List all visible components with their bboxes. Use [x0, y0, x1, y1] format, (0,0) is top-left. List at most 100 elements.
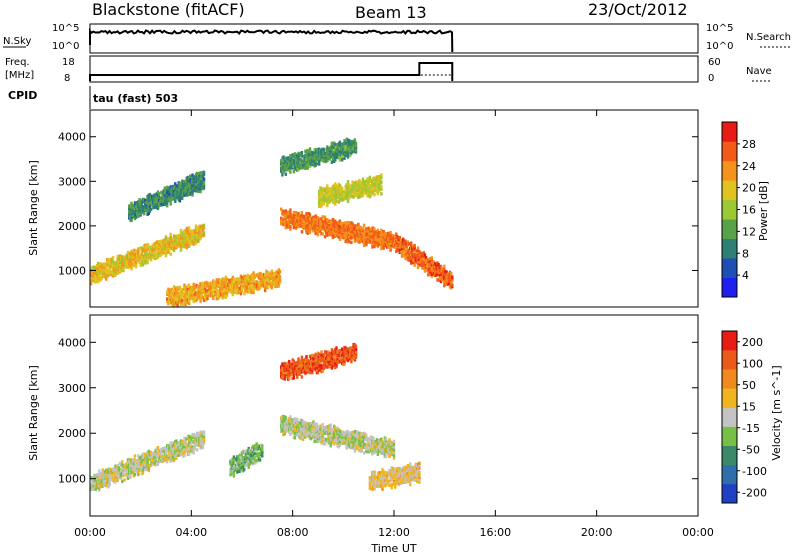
echo-cell-band-6 [435, 263, 438, 267]
echo-cell-band-1 [164, 193, 168, 197]
echo-cell-band-2 [266, 283, 269, 288]
echo-cell-band-4 [368, 175, 372, 180]
echo-cell-band-2 [278, 270, 282, 274]
echo-cell-band-5 [316, 216, 320, 220]
echo-cell-band-0 [99, 474, 102, 478]
echo-cell-band-0 [119, 476, 123, 480]
echo-cell-band-6 [443, 283, 446, 288]
echo-cell-band-0 [199, 446, 202, 450]
echo-cell-band-2 [270, 286, 274, 290]
echo-cell-band-0 [160, 239, 163, 243]
echo-cell-band-5 [362, 239, 366, 243]
echo-cell-band-6 [398, 236, 401, 240]
echo-cell-band-1 [186, 185, 190, 189]
echo-cell-band-0 [195, 235, 199, 239]
echo-cell-band-2 [186, 287, 190, 291]
echo-cell-band-0 [109, 468, 112, 472]
echo-cell-band-1 [256, 458, 259, 463]
echo-cell-band-2 [176, 303, 179, 307]
echo-cell-band-5 [362, 234, 366, 239]
echo-cell-band-6 [429, 272, 432, 276]
echo-cell-band-2 [222, 277, 225, 281]
echo-cell-band-3 [296, 417, 299, 422]
echo-cell-band-2 [351, 353, 354, 357]
echo-cell-band-0 [121, 460, 124, 464]
echo-cell-band-1 [200, 178, 203, 182]
echo-cell-band-0 [126, 263, 130, 268]
echo-cell-band-0 [98, 469, 101, 473]
echo-cell-band-6 [439, 264, 443, 269]
echo-cell-band-5 [281, 220, 284, 225]
echo-cell-band-2 [286, 361, 290, 365]
echo-cell-band-2 [314, 358, 317, 363]
freq-tick-low: 8 [64, 73, 70, 84]
echo-cell-band-5 [387, 231, 390, 236]
echo-cell-band-0 [172, 452, 176, 456]
echo-cell-band-0 [147, 244, 150, 248]
echo-cell-band-0 [123, 478, 126, 482]
echo-cell-band-5 [380, 228, 383, 233]
echo-cell-band-0 [139, 464, 142, 469]
echo-cell-band-0 [133, 454, 137, 458]
echo-cell-band-0 [105, 265, 108, 269]
echo-cell-band-0 [155, 240, 158, 244]
echo-cell-band-2 [341, 353, 344, 357]
echo-cell-band-2 [215, 280, 218, 285]
echo-cell-band-2 [296, 375, 299, 379]
echo-cell-band-2 [246, 273, 249, 278]
echo-cell-band-6 [402, 237, 405, 242]
echo-cell-band-0 [149, 455, 153, 459]
echo-cell-band-6 [413, 254, 416, 259]
echo-cell-band-3 [354, 148, 358, 152]
echo-cell-band-4 [324, 187, 328, 191]
echo-cell-band-6 [430, 256, 433, 260]
echo-cell-band-1 [156, 206, 160, 211]
echo-cell-band-6 [438, 273, 441, 277]
echo-cell-band-5 [308, 213, 312, 217]
echo-cell-band-4 [362, 180, 366, 185]
echo-cell-band-0 [166, 460, 169, 464]
echo-cell-band-2 [184, 302, 187, 307]
echo-cell-band-0 [140, 459, 144, 463]
echo-cell-band-6 [429, 256, 432, 261]
echo-cell-band-2 [311, 353, 314, 358]
echo-cell-band-0 [146, 258, 149, 262]
echo-cell-band-0 [147, 468, 150, 473]
echo-cell-band-2 [235, 279, 238, 284]
y-tick-label-1: 2000 [58, 220, 86, 233]
echo-cell-band-3 [298, 435, 301, 439]
echo-cell-band-0 [169, 441, 172, 445]
echo-cell-band-3 [334, 158, 337, 162]
echo-cell-band-0 [130, 470, 133, 475]
echo-cell-band-6 [422, 260, 425, 264]
echo-cell-band-2 [233, 285, 237, 289]
echo-cell-band-1 [253, 456, 256, 460]
echo-cell-band-5 [316, 227, 320, 231]
echo-cell-band-4 [356, 190, 359, 194]
echo-cell-band-0 [171, 441, 175, 445]
echo-cell-band-3 [347, 144, 351, 148]
echo-cell-band-5 [362, 243, 366, 247]
echo-cell-band-4 [376, 191, 380, 196]
echo-cell-band-0 [195, 448, 199, 452]
echo-cell-band-2 [273, 272, 276, 276]
echo-cell-band-3 [289, 415, 292, 419]
echo-cell-band-0 [172, 248, 176, 252]
echo-cell-band-6 [406, 255, 409, 259]
echo-cell-band-2 [316, 370, 320, 375]
echo-cell-band-1 [195, 179, 199, 183]
echo-cell-band-3 [338, 140, 342, 144]
echo-cell-band-0 [116, 269, 119, 274]
echo-cell-band-1 [202, 177, 206, 181]
echo-cell-band-3 [321, 422, 324, 427]
echo-cell-band-0 [130, 267, 133, 271]
echo-cell-band-2 [225, 277, 229, 282]
echo-cell-band-2 [212, 285, 215, 290]
echo-cell-band-1 [156, 195, 160, 200]
echo-cell-band-3 [284, 416, 287, 420]
echo-cell-band-0 [137, 454, 140, 458]
echo-cell-band-3 [301, 420, 305, 424]
echo-cell-band-0 [155, 244, 158, 248]
echo-cell-band-0 [118, 254, 122, 258]
echo-cell-band-2 [195, 290, 199, 295]
